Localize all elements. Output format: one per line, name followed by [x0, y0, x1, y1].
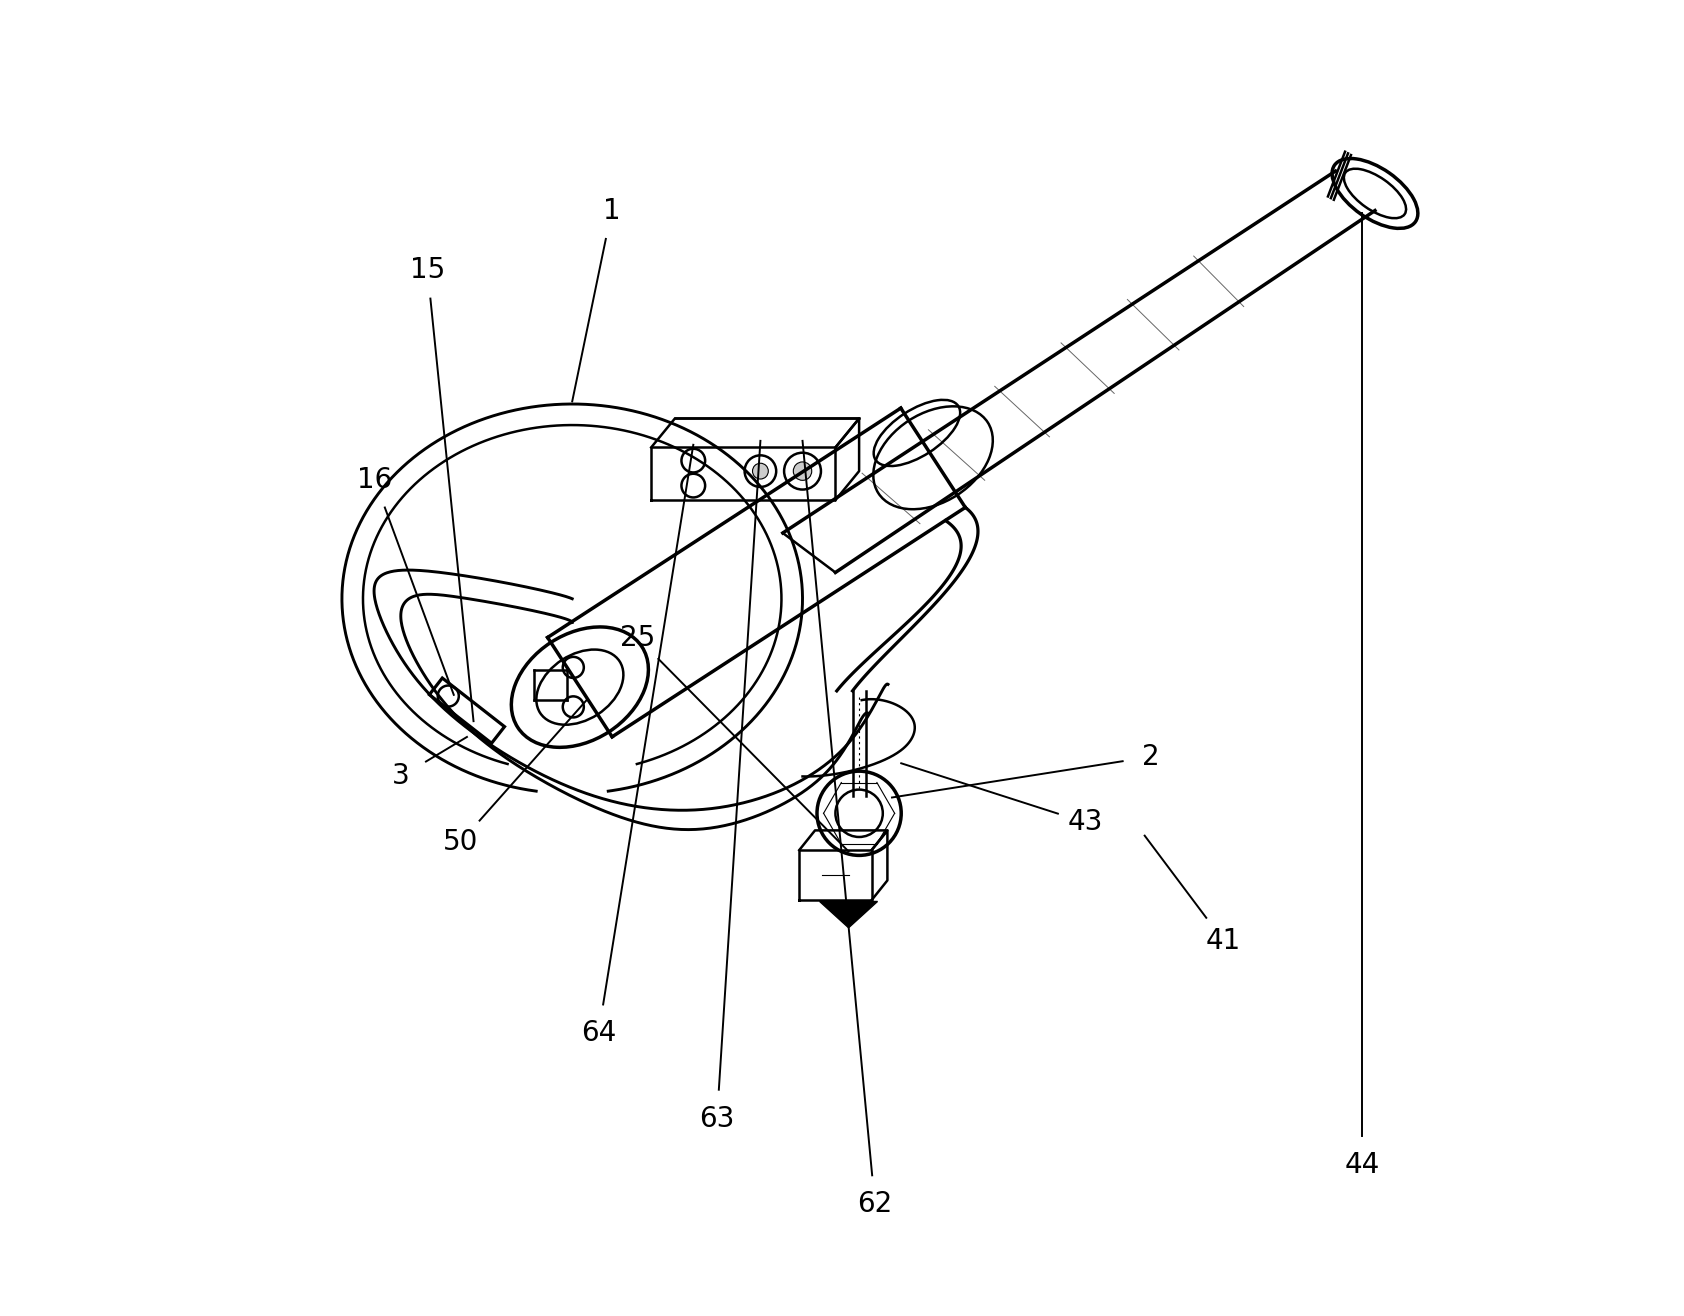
- Text: 64: 64: [581, 1019, 616, 1048]
- Text: 44: 44: [1344, 1150, 1379, 1179]
- Text: 2: 2: [1142, 742, 1160, 771]
- Text: 50: 50: [443, 828, 478, 857]
- Text: 15: 15: [409, 255, 445, 284]
- Text: 41: 41: [1206, 926, 1241, 955]
- Text: 62: 62: [857, 1190, 893, 1219]
- Circle shape: [793, 462, 812, 480]
- Text: 1: 1: [603, 196, 620, 225]
- Text: 25: 25: [620, 624, 655, 653]
- Text: 16: 16: [357, 466, 392, 495]
- Text: 63: 63: [699, 1104, 734, 1133]
- Circle shape: [753, 463, 768, 479]
- Text: 3: 3: [392, 762, 409, 791]
- Text: 43: 43: [1068, 808, 1103, 837]
- Polygon shape: [820, 901, 877, 928]
